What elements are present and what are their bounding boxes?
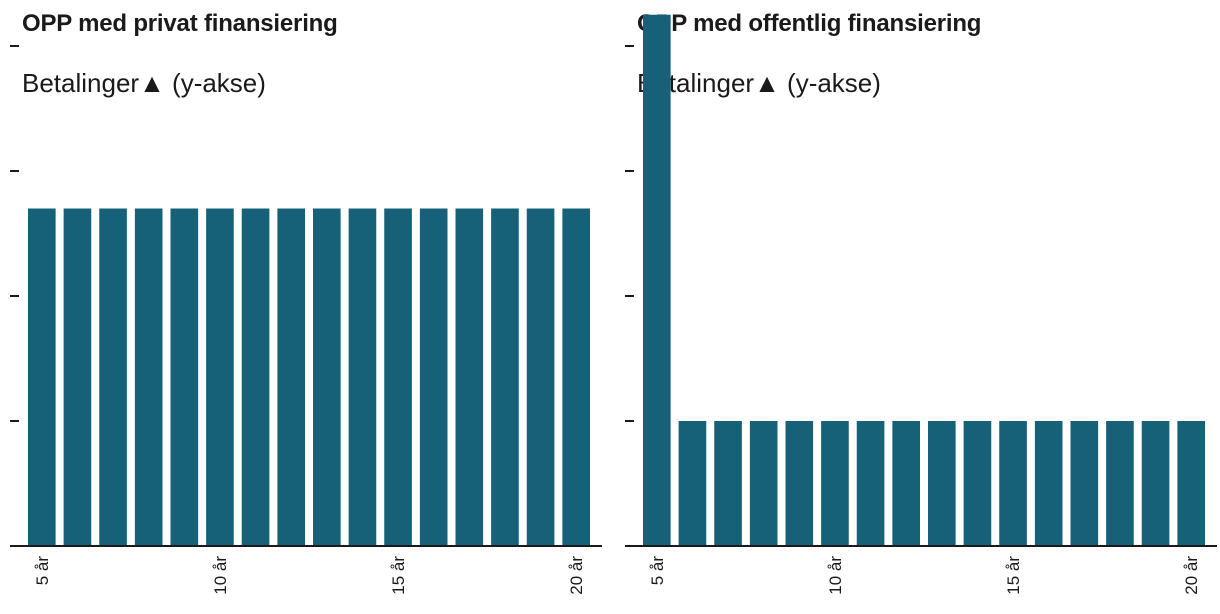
bar [277,208,305,546]
bar [749,421,778,546]
bar [1177,421,1205,546]
bar [491,208,519,546]
bar [28,208,56,546]
bar [134,208,163,546]
x-tick-label: 15 år [389,556,408,595]
bar [99,208,127,546]
x-tick-label: 5 år [648,556,667,586]
x-tick-label: 20 år [567,556,586,595]
chart-panel-public-financing: OPP med offentlig finansiering Betalinge… [625,0,1220,614]
bar [206,208,234,546]
x-tick-label: 10 år [826,556,845,595]
x-tick-label: 5 år [33,556,52,586]
bar [455,208,484,546]
bar [562,208,590,546]
bar [384,208,412,546]
bar [419,208,448,546]
chart-title: OPP med offentlig finansiering [637,10,982,37]
chart-title: OPP med privat finansiering [22,10,338,37]
bar [821,421,849,546]
bar [1106,421,1134,546]
x-tick-label: 15 år [1004,556,1023,595]
bar [313,208,341,546]
y-axis-label: Betalinger▲ (y-akse) [637,68,881,98]
bar [963,421,992,546]
bar [170,208,199,546]
bar [348,208,377,546]
bar [1034,421,1063,546]
bar-chart-public: 5 år 10 år 15 år 20 år [625,14,1217,595]
bar [785,421,814,546]
bar [643,14,671,546]
bar [63,208,92,546]
bar [999,421,1027,546]
bar [678,421,707,546]
bar [714,421,742,546]
bar [892,421,920,546]
bar [1141,421,1170,546]
x-tick-label: 20 år [1182,556,1201,595]
bar [1070,421,1099,546]
y-axis-label: Betalinger▲ (y-akse) [22,68,266,98]
x-tick-label: 10 år [211,556,230,595]
bar [856,421,885,546]
bar-chart-private: 5 år 10 år 15 år 20 år [10,45,602,595]
chart-panel-private-financing: OPP med privat finansiering Betalinger▲ … [10,0,610,614]
bar [526,208,555,546]
bar [241,208,270,546]
bar [928,421,956,546]
